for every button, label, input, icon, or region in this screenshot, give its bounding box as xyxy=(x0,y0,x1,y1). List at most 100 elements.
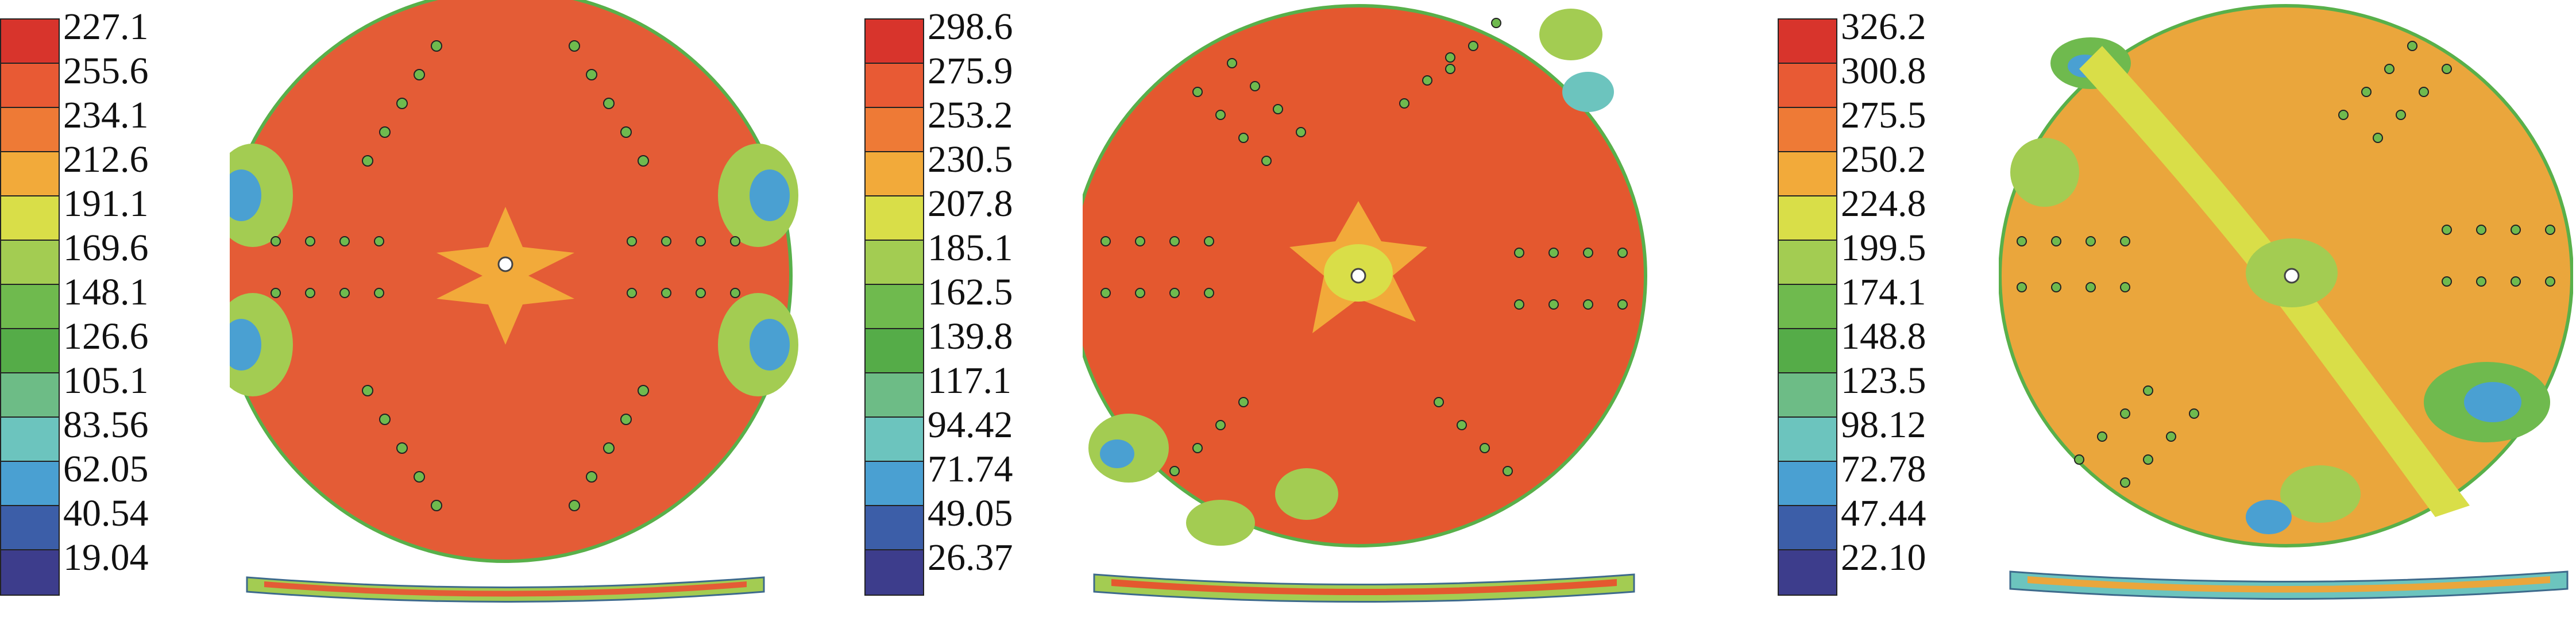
legend-label: 162.5 xyxy=(928,271,1013,313)
legend-swatch xyxy=(866,152,923,196)
legend-label: 227.1 xyxy=(63,6,149,48)
stress-lobe xyxy=(1100,439,1134,468)
legend-label: 191.1 xyxy=(63,183,149,225)
legend-label: 224.8 xyxy=(1841,183,1926,225)
legend-label: 148.8 xyxy=(1841,315,1926,357)
contour-panel-1: 227.1 255.6 234.1 212.6 191.1 169.6 148.… xyxy=(0,0,816,621)
disc-side-view xyxy=(1093,573,1635,603)
legend-label: 185.1 xyxy=(928,227,1013,269)
stress-lobe xyxy=(2010,138,2079,207)
stress-lobe xyxy=(1186,500,1255,546)
disc-top-view xyxy=(1083,4,1647,547)
disc-side-view xyxy=(2009,570,2569,600)
stress-lobe xyxy=(2464,382,2521,422)
legend-swatch xyxy=(1779,20,1836,64)
legend-label: 255.6 xyxy=(63,50,149,92)
legend-label: 326.2 xyxy=(1841,6,1926,48)
legend-swatch xyxy=(1779,373,1836,418)
legend-label: 253.2 xyxy=(928,94,1013,136)
legend-label: 234.1 xyxy=(63,94,149,136)
disc-top-view xyxy=(230,0,798,563)
legend-bar-3 xyxy=(1778,18,1837,596)
center-hole xyxy=(2284,268,2300,284)
legend-swatch xyxy=(1,285,59,329)
legend-label: 19.04 xyxy=(63,537,149,578)
legend-label: 199.5 xyxy=(1841,227,1926,269)
stress-lobe xyxy=(1562,72,1614,112)
legend-swatch xyxy=(866,108,923,152)
legend-label: 126.6 xyxy=(63,315,149,357)
legend-swatch xyxy=(866,506,923,550)
legend-label: 98.12 xyxy=(1841,404,1926,446)
legend-label: 123.5 xyxy=(1841,360,1926,402)
disc-plot-3 xyxy=(1999,4,2573,600)
legend-label: 298.6 xyxy=(928,6,1013,48)
legend-label: 105.1 xyxy=(63,360,149,402)
stress-lobe xyxy=(230,169,261,221)
stress-lobe xyxy=(1539,9,1602,60)
legend-bar-2 xyxy=(864,18,924,596)
legend-swatch xyxy=(1,462,59,506)
legend-swatch xyxy=(1779,152,1836,196)
legend-swatch xyxy=(1779,108,1836,152)
legend-label: 250.2 xyxy=(1841,138,1926,180)
spoke-pattern xyxy=(271,40,740,511)
legend-label: 49.05 xyxy=(928,492,1013,534)
legend-label: 94.42 xyxy=(928,404,1013,446)
legend-label: 174.1 xyxy=(1841,271,1926,313)
spoke-pattern xyxy=(1100,18,1628,476)
legend-label: 230.5 xyxy=(928,138,1013,180)
legend-label: 71.74 xyxy=(928,448,1013,490)
legend-swatch xyxy=(1,108,59,152)
center-hole xyxy=(1350,268,1366,284)
spoke-pattern xyxy=(2017,41,2555,488)
legend-swatch xyxy=(866,373,923,418)
legend-swatch xyxy=(866,285,923,329)
stress-lobe xyxy=(2246,500,2292,534)
stress-lobe xyxy=(230,319,261,371)
legend-bar-1 xyxy=(0,18,60,596)
legend-label: 169.6 xyxy=(63,227,149,269)
center-hole xyxy=(497,256,513,272)
legend-label: 148.1 xyxy=(63,271,149,313)
legend-label: 139.8 xyxy=(928,315,1013,357)
contour-panel-3: 326.2 300.8 275.5 250.2 224.8 199.5 174.… xyxy=(1778,0,2576,621)
stress-lobe xyxy=(750,169,790,221)
legend-swatch xyxy=(1,550,59,595)
legend-label: 275.5 xyxy=(1841,94,1926,136)
legend-label: 47.44 xyxy=(1841,492,1926,534)
stress-lobe xyxy=(1275,468,1338,520)
contour-panel-2: 298.6 275.9 253.2 230.5 207.8 185.1 162.… xyxy=(864,0,1680,621)
disc-top-view xyxy=(1999,4,2573,547)
disc-plot-2 xyxy=(1083,4,1647,603)
legend-label: 62.05 xyxy=(63,448,149,490)
legend-swatch xyxy=(1779,418,1836,462)
legend-swatch xyxy=(1,64,59,108)
legend-swatch xyxy=(866,64,923,108)
legend-swatch xyxy=(866,462,923,506)
disc-side-view xyxy=(246,576,765,603)
legend-swatch xyxy=(1779,241,1836,285)
legend-label: 83.56 xyxy=(63,404,149,446)
legend-swatch xyxy=(1779,506,1836,550)
legend-swatch xyxy=(866,329,923,373)
stress-lobe xyxy=(750,319,790,371)
legend-swatch xyxy=(1779,285,1836,329)
legend-swatch xyxy=(866,418,923,462)
legend-swatch xyxy=(1,418,59,462)
legend-swatch xyxy=(1779,550,1836,595)
legend-swatch xyxy=(866,20,923,64)
legend-label: 40.54 xyxy=(63,492,149,534)
legend-swatch xyxy=(1,329,59,373)
legend-swatch xyxy=(1,20,59,64)
legend-label: 72.78 xyxy=(1841,448,1926,490)
legend-swatch xyxy=(1779,462,1836,506)
legend-swatch xyxy=(866,196,923,241)
legend-label: 207.8 xyxy=(928,183,1013,225)
legend-label: 26.37 xyxy=(928,537,1013,578)
legend-swatch xyxy=(1,196,59,241)
legend-swatch xyxy=(866,241,923,285)
legend-swatch xyxy=(1,152,59,196)
disc-plot-1 xyxy=(230,0,798,603)
stress-lobe xyxy=(2280,465,2361,523)
